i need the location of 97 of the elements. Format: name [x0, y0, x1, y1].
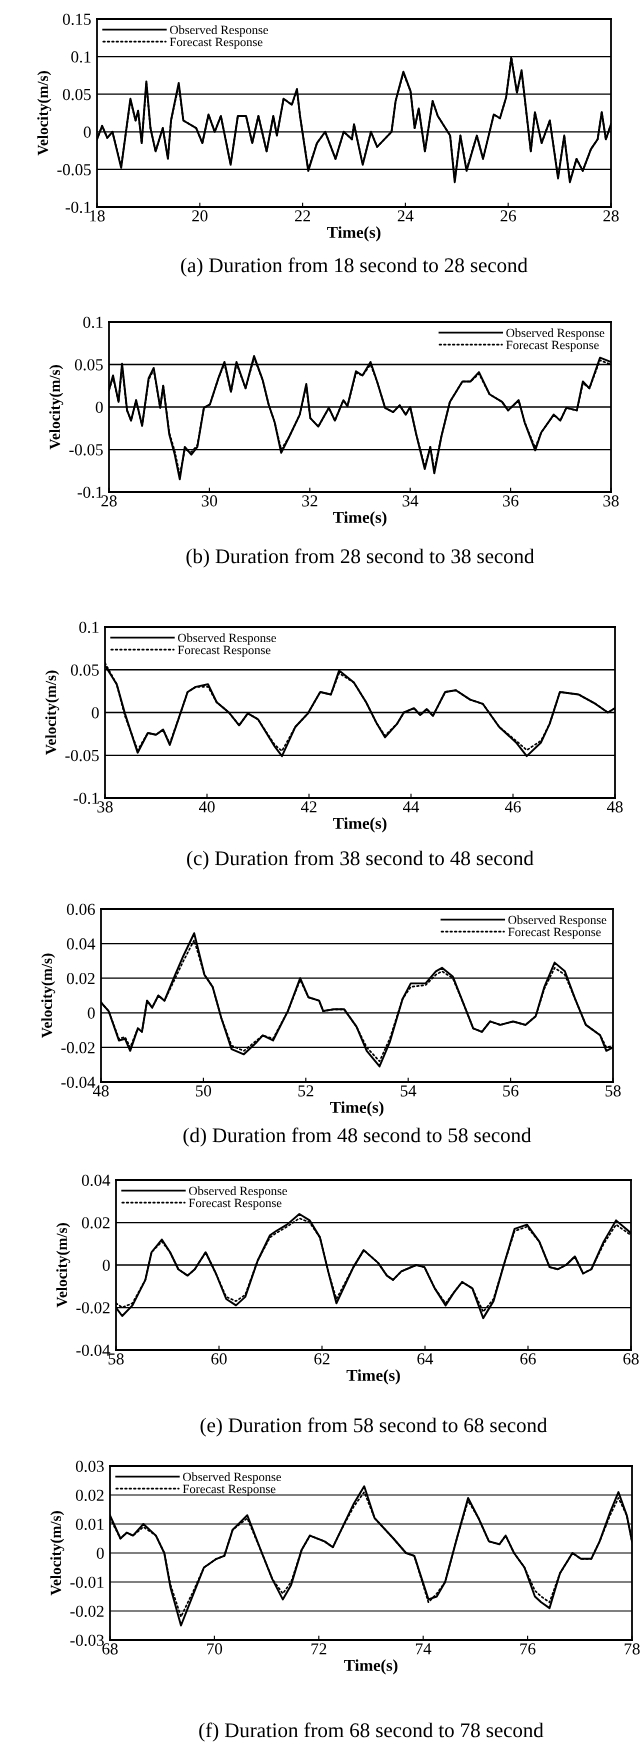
y-axis-title: Velocity(m/s): [45, 670, 60, 755]
y-axis-title: Velocity(m/s): [49, 365, 64, 450]
x-tick-label: 74: [415, 1643, 432, 1655]
y-axis-title: Velocity(m/s): [56, 1223, 71, 1308]
x-tick-label: 68: [102, 1643, 118, 1655]
y-axis-title: Velocity(m/s): [50, 1511, 65, 1596]
x-tick-label: 60: [211, 1353, 227, 1365]
legend-label: Observed Response: [508, 915, 607, 927]
x-tick-label: 58: [605, 1085, 621, 1097]
y-tick-label: -0.05: [69, 444, 103, 456]
y-tick-label: 0.15: [62, 13, 91, 26]
y-tick-label: 0: [95, 401, 103, 413]
x-tick-label: 38: [603, 495, 619, 507]
legend-label: Observed Response: [189, 1186, 288, 1198]
y-tick-label: 0.02: [75, 1489, 104, 1502]
x-tick-label: 50: [196, 1085, 212, 1097]
text: (a) Duration from 18 second to 28 second: [181, 257, 528, 277]
x-tick-label: 78: [624, 1643, 640, 1655]
x-tick-label: 22: [295, 210, 311, 222]
text: (e) Duration from 58 second to 68 second: [200, 1417, 548, 1437]
y-tick-label: 0: [91, 707, 99, 719]
y-axis-title: Velocity(m/s): [37, 71, 52, 156]
y-tick-label: -0.05: [57, 164, 91, 176]
y-tick-label: 0.1: [71, 51, 91, 63]
x-axis-title: Time(s): [346, 1369, 400, 1385]
legend-label: Forecast Response: [506, 340, 599, 352]
x-tick-label: 76: [520, 1643, 536, 1655]
y-tick-label: 0.05: [62, 88, 91, 101]
y-tick-label: -0.05: [65, 749, 99, 762]
x-axis-title: Time(s): [330, 1101, 384, 1117]
y-tick-label: -0.1: [73, 792, 99, 805]
y-tick-label: 0.1: [83, 316, 103, 329]
x-tick-label: 46: [504, 801, 521, 813]
legend-label: Forecast Response: [188, 1198, 282, 1210]
x-axis-title: Time(s): [327, 226, 381, 242]
legend-label: Forecast Response: [508, 927, 601, 939]
text: (b) Duration from 28 second to 38 second: [186, 548, 535, 568]
x-tick-label: 54: [400, 1085, 417, 1097]
y-tick-label: 0.05: [74, 359, 103, 371]
y-tick-label: 0: [102, 1259, 110, 1271]
y-tick-label: 0.01: [75, 1518, 104, 1531]
text: (f) Duration from 68 second to 78 second: [199, 1722, 544, 1742]
y-tick-label: -0.1: [65, 201, 91, 214]
x-tick-label: 52: [298, 1085, 314, 1097]
x-tick-label: 44: [402, 801, 420, 813]
y-tick-label: 0: [83, 126, 91, 138]
legend-label: Forecast Response: [182, 1484, 276, 1496]
x-tick-label: 24: [397, 210, 414, 222]
x-tick-label: 58: [108, 1353, 124, 1365]
x-tick-label: 62: [314, 1353, 330, 1365]
x-tick-label: 72: [311, 1643, 327, 1655]
y-tick-label: 0.04: [66, 938, 96, 950]
x-tick-label: 64: [417, 1353, 434, 1365]
x-tick-label: 34: [402, 495, 419, 507]
legend-label: Forecast Response: [177, 645, 271, 657]
x-tick-label: 20: [192, 210, 208, 222]
x-tick-label: 66: [520, 1353, 536, 1365]
text: (c) Duration from 38 second to 48 second: [187, 850, 534, 870]
y-tick-label: -0.01: [70, 1576, 104, 1589]
y-tick-label: 0.04: [81, 1174, 111, 1187]
y-tick-label: 0: [87, 1007, 95, 1019]
x-tick-label: 56: [503, 1085, 519, 1097]
y-tick-label: 0.03: [75, 1460, 104, 1473]
y-tick-label: 0.06: [66, 903, 95, 916]
x-tick-label: 28: [101, 495, 117, 507]
x-tick-label: 28: [603, 210, 619, 222]
y-axis-title: Velocity(m/s): [41, 953, 56, 1038]
x-tick-label: 30: [201, 495, 218, 507]
x-tick-label: 18: [90, 210, 105, 222]
x-tick-label: 40: [198, 801, 215, 813]
legend-label: Observed Response: [170, 25, 269, 37]
y-tick-label: 0.02: [81, 1217, 110, 1229]
y-tick-label: -0.02: [76, 1302, 110, 1314]
y-tick-label: 0.1: [79, 621, 99, 634]
x-tick-label: 38: [97, 801, 113, 813]
y-tick-label: -0.02: [70, 1605, 104, 1618]
y-tick-label: -0.02: [61, 1042, 95, 1054]
x-axis-title: Time(s): [333, 511, 387, 527]
y-tick-label: 0.05: [70, 664, 99, 676]
legend-label: Observed Response: [506, 328, 605, 340]
y-tick-label: -0.1: [77, 486, 103, 499]
x-tick-label: 48: [606, 801, 623, 813]
legend-label: Observed Response: [178, 633, 277, 645]
y-tick-label: 0: [96, 1547, 104, 1559]
legend-label: Forecast Response: [169, 37, 263, 49]
x-tick-label: 26: [500, 210, 517, 222]
x-tick-label: 68: [623, 1353, 639, 1365]
x-tick-label: 42: [300, 801, 317, 813]
x-tick-label: 32: [302, 495, 318, 507]
x-axis-title: Time(s): [333, 817, 387, 833]
x-tick-label: 36: [503, 495, 519, 507]
legend-label: Observed Response: [183, 1472, 282, 1484]
x-axis-title: Time(s): [344, 1659, 398, 1675]
y-tick-label: -0.03: [70, 1634, 104, 1647]
x-tick-label: 70: [207, 1643, 223, 1655]
y-tick-label: 0.02: [66, 972, 95, 985]
text: (d) Duration from 48 second to 58 second: [183, 1127, 532, 1147]
